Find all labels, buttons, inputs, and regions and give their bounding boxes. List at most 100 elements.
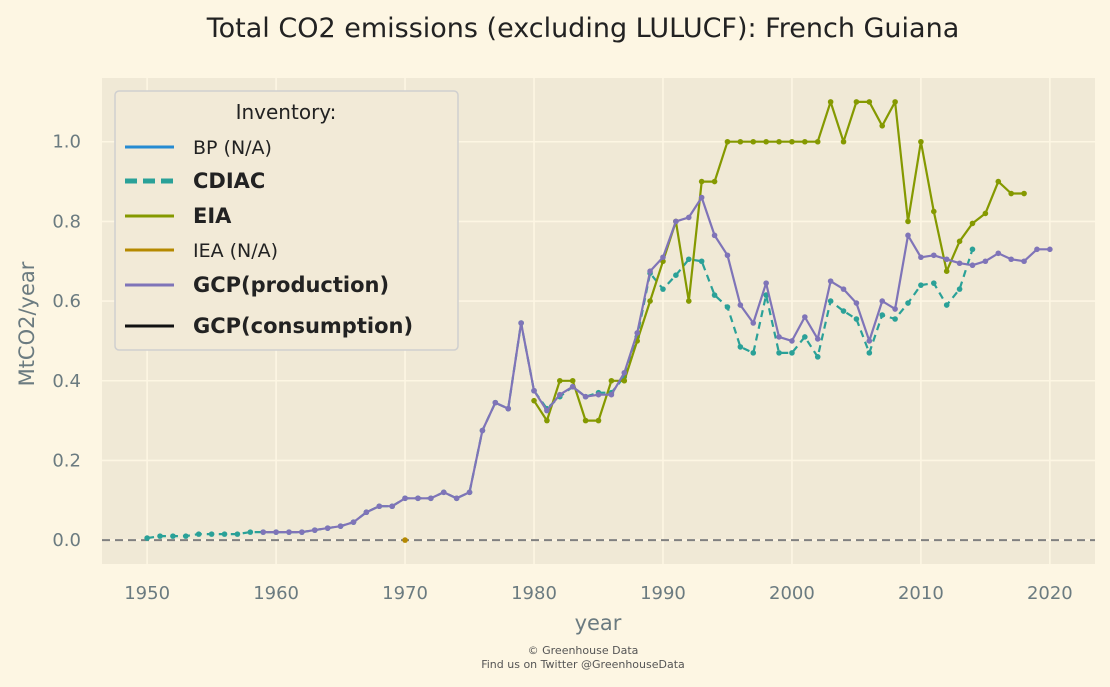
data-point xyxy=(685,214,692,221)
data-point xyxy=(814,138,821,145)
legend-entries: BP (N/A) CDIAC EIA IEA (N/A) GCP(production)… xyxy=(125,137,413,338)
data-point xyxy=(673,218,679,225)
data-point xyxy=(827,278,834,284)
data-point xyxy=(995,250,1002,257)
y-tick-label: 0.4 xyxy=(52,371,81,392)
data-point xyxy=(1034,246,1040,253)
x-tick-label: 2010 xyxy=(898,583,944,604)
data-point xyxy=(698,194,705,201)
data-point xyxy=(776,350,782,356)
data-point xyxy=(557,391,563,398)
data-point xyxy=(544,417,550,424)
legend-label: BP (N/A) xyxy=(193,137,272,159)
data-point xyxy=(943,256,950,263)
x-tick-label: 1980 xyxy=(511,583,557,604)
data-point xyxy=(531,397,537,404)
data-point xyxy=(943,268,950,275)
data-point xyxy=(608,377,615,384)
data-point xyxy=(789,138,795,145)
data-point xyxy=(827,99,834,105)
x-tick-label: 1970 xyxy=(382,583,428,604)
data-point xyxy=(144,535,150,541)
data-point xyxy=(492,399,499,406)
series-iea-n-a xyxy=(402,537,408,543)
data-point xyxy=(286,529,292,535)
data-point xyxy=(814,336,821,342)
legend-label: EIA xyxy=(193,204,232,228)
legend-label: GCP(consumption) xyxy=(193,314,413,338)
legend-entry-gcp-production: GCP(production) xyxy=(125,273,389,297)
data-point xyxy=(802,334,808,340)
data-point xyxy=(737,138,744,145)
data-point xyxy=(698,178,705,185)
x-tick-label: 2020 xyxy=(1027,583,1073,604)
x-axis-ticks: 1950 1960 1970 1980 1990 2000 2010 2020 xyxy=(124,583,1073,604)
y-tick-label: 1.0 xyxy=(52,132,81,153)
data-point xyxy=(402,495,408,502)
data-point xyxy=(982,210,989,217)
data-point xyxy=(1021,190,1027,197)
data-point xyxy=(969,246,976,253)
data-point xyxy=(1008,256,1014,263)
data-point xyxy=(840,286,847,292)
data-point xyxy=(337,523,344,529)
data-point xyxy=(466,489,473,496)
data-point xyxy=(802,314,808,320)
series-eia xyxy=(531,99,1027,424)
data-point xyxy=(221,531,228,537)
data-point xyxy=(853,99,860,105)
data-point xyxy=(763,138,769,145)
data-point xyxy=(440,489,447,496)
data-point xyxy=(621,369,628,376)
data-point xyxy=(608,391,615,398)
legend-label: GCP(production) xyxy=(193,273,389,297)
data-point xyxy=(183,533,189,539)
data-point xyxy=(660,286,666,292)
data-point xyxy=(982,258,989,265)
data-point xyxy=(247,529,254,535)
data-point xyxy=(918,254,924,261)
data-point xyxy=(557,377,563,384)
data-point xyxy=(170,533,176,539)
data-point xyxy=(905,218,911,225)
data-point xyxy=(905,232,911,239)
data-point xyxy=(866,338,873,344)
data-point xyxy=(157,533,163,539)
x-axis-label: year xyxy=(575,611,622,635)
data-point xyxy=(930,208,937,215)
data-point xyxy=(569,383,576,390)
legend-label: IEA (N/A) xyxy=(193,240,278,262)
data-point xyxy=(711,178,718,185)
data-point xyxy=(273,529,279,535)
data-point xyxy=(1047,246,1053,253)
data-point xyxy=(505,405,512,412)
data-point xyxy=(1021,258,1027,265)
legend: Inventory: BP (N/A) CDIAC EIA IEA (N/A) GCP(… xyxy=(114,90,459,351)
data-point xyxy=(918,282,924,288)
legend-entry-eia: EIA xyxy=(125,204,232,228)
data-point xyxy=(840,138,847,145)
series-group xyxy=(144,99,1053,543)
legend-box xyxy=(114,90,459,351)
data-point xyxy=(389,503,395,510)
data-point xyxy=(531,387,537,394)
x-tick-label: 1960 xyxy=(253,583,299,604)
data-point xyxy=(595,417,602,424)
data-point xyxy=(930,280,937,286)
data-point xyxy=(879,298,886,304)
data-point xyxy=(698,258,705,265)
data-point xyxy=(195,531,202,537)
data-point xyxy=(969,262,976,269)
data-point xyxy=(866,350,873,356)
y-tick-label: 0.2 xyxy=(52,450,81,471)
footer-credit: © Greenhouse Data xyxy=(528,644,639,657)
legend-label: CDIAC xyxy=(193,169,265,193)
footer-twitter: Find us on Twitter @GreenhouseData xyxy=(481,658,685,671)
data-point xyxy=(415,495,421,502)
chart-title: Total CO2 emissions (excluding LULUCF): … xyxy=(206,13,960,44)
data-point xyxy=(827,298,834,304)
data-point xyxy=(956,260,963,267)
y-tick-label: 0.6 xyxy=(52,291,81,312)
data-point xyxy=(402,537,408,543)
